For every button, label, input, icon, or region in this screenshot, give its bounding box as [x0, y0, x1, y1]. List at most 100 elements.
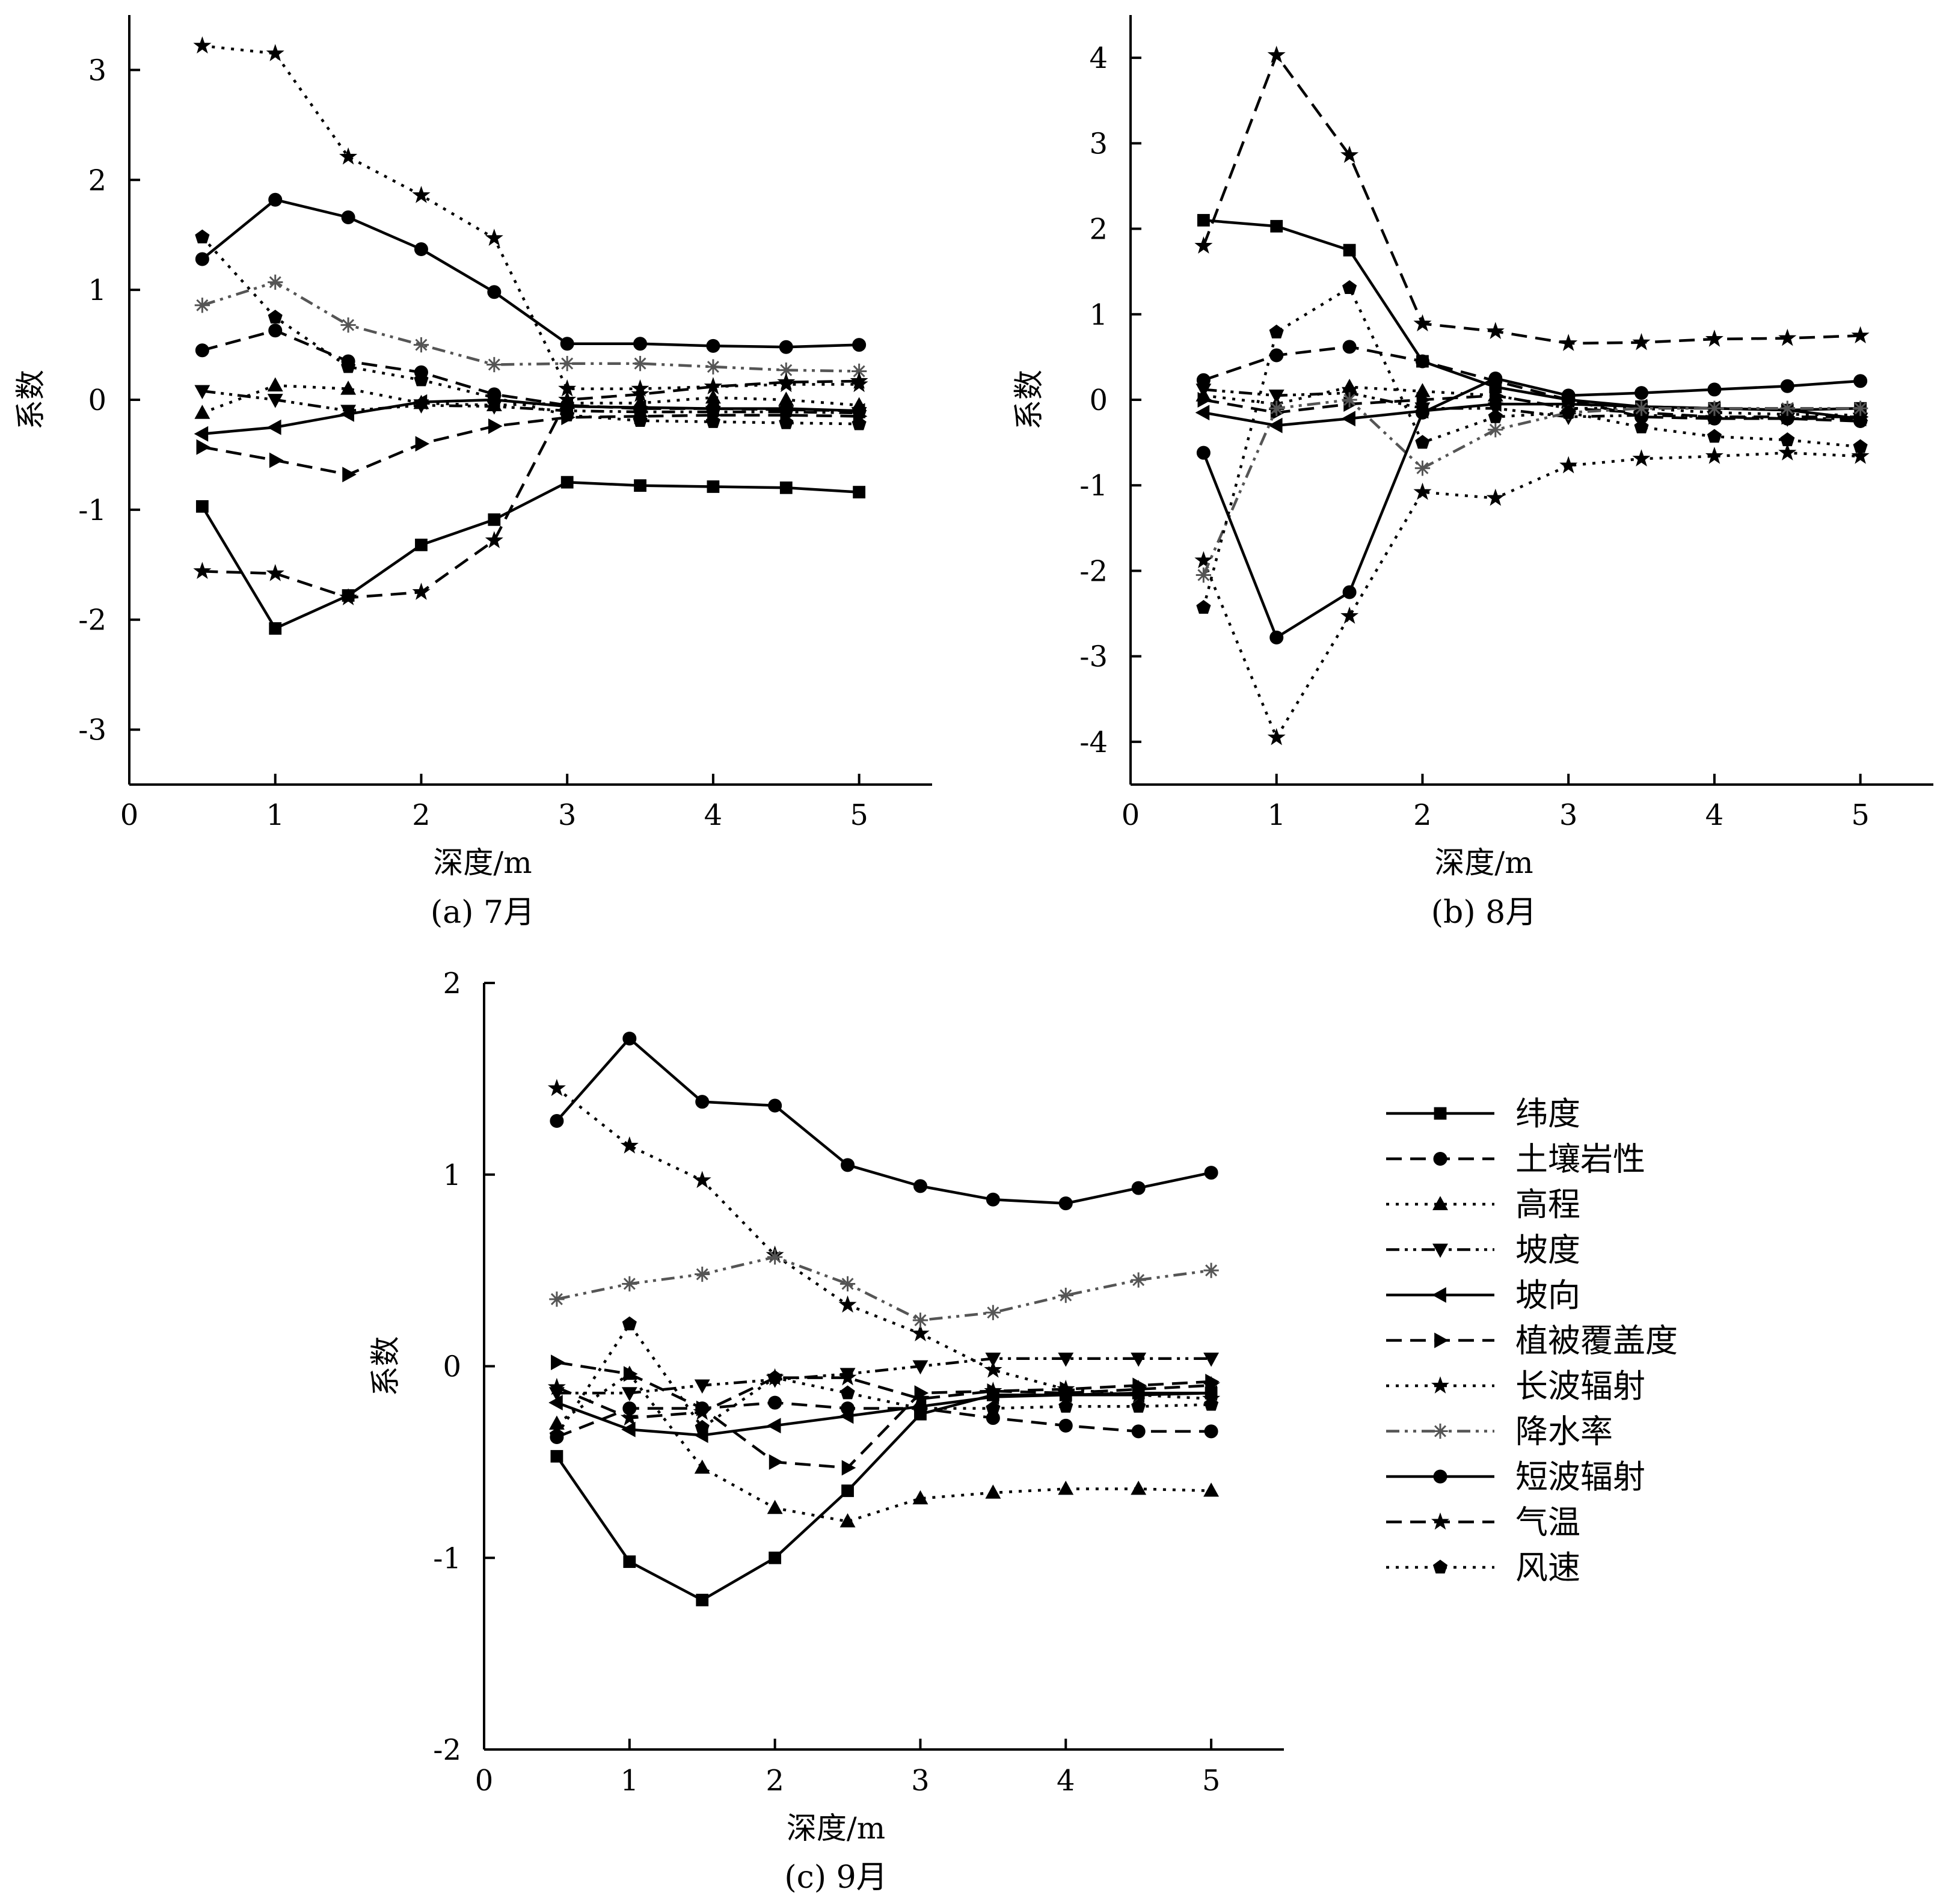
data-point-triangle-left	[1268, 417, 1283, 433]
y-tick-label: 0	[88, 384, 106, 417]
data-point-triangle-left	[194, 426, 209, 442]
series-8	[550, 1031, 1218, 1211]
y-tick-label: -4	[1079, 726, 1108, 759]
series-10	[195, 229, 867, 430]
data-point-pentagon	[1269, 324, 1284, 338]
data-point-asterisk	[1488, 422, 1503, 438]
y-tick-label: 0	[443, 1350, 461, 1384]
data-point-asterisk	[1203, 1263, 1219, 1278]
data-point-asterisk	[413, 337, 429, 353]
data-point-triangle-left	[1341, 411, 1355, 427]
series-7	[194, 274, 867, 379]
data-point-circle	[779, 340, 793, 354]
data-point-pentagon	[1196, 599, 1211, 614]
data-point-asterisk	[705, 359, 721, 375]
series-line	[1202, 398, 1861, 576]
data-point-star	[339, 588, 358, 605]
data-point-star	[1194, 236, 1213, 254]
series-line	[202, 44, 859, 390]
data-point-circle	[195, 252, 209, 266]
series-line	[556, 1361, 1212, 1469]
series-line	[556, 1037, 1212, 1205]
x-axis-label: 深度/m	[433, 845, 532, 880]
data-point-star	[984, 1382, 1002, 1399]
series-6	[547, 1079, 1221, 1407]
data-point-square	[550, 1449, 563, 1463]
data-point-circle	[1204, 1424, 1218, 1439]
data-point-triangle-right	[551, 1355, 565, 1371]
data-point-triangle-right	[488, 418, 503, 434]
data-point-circle	[414, 242, 428, 256]
data-point-asterisk	[1852, 400, 1868, 416]
y-tick-label: -2	[1079, 554, 1108, 588]
data-point-square	[1270, 219, 1283, 233]
data-point-circle	[1561, 388, 1576, 403]
legend-marker-square	[1434, 1107, 1447, 1120]
data-point-square	[415, 538, 428, 551]
data-point-star	[193, 562, 212, 580]
data-point-pentagon	[913, 1400, 928, 1415]
data-point-star	[1632, 332, 1651, 350]
data-point-square	[1197, 213, 1210, 227]
data-point-triangle-up	[1131, 1480, 1147, 1495]
data-point-star	[1413, 482, 1432, 500]
data-point-pentagon	[486, 390, 502, 404]
series-line	[1203, 388, 1861, 420]
data-point-triangle-left	[413, 394, 428, 410]
series-7	[1195, 392, 1868, 583]
data-point-circle	[852, 338, 867, 352]
legend-item: 坡度	[1386, 1231, 1580, 1269]
data-point-pentagon	[1707, 429, 1722, 443]
data-point-pentagon	[414, 372, 429, 387]
data-point-star	[1778, 443, 1797, 461]
legend-marker-star	[1431, 1376, 1450, 1394]
series-10	[1196, 280, 1868, 614]
data-point-pentagon	[1058, 1398, 1073, 1413]
data-point-star	[193, 36, 212, 54]
data-point-star	[1267, 45, 1286, 63]
data-point-asterisk	[559, 356, 575, 372]
legend-item: 植被覆盖度	[1386, 1322, 1678, 1360]
legend-marker-circle	[1433, 1469, 1447, 1484]
series-9	[547, 1368, 1221, 1426]
legend-marker-triangle-down	[1432, 1243, 1448, 1258]
series-line	[202, 379, 859, 599]
x-tick-label: 5	[850, 798, 868, 832]
x-axis-label: 深度/m	[1434, 845, 1533, 880]
data-point-asterisk	[1779, 400, 1795, 416]
data-point-star	[838, 1295, 857, 1313]
data-point-triangle-down	[694, 1379, 710, 1394]
data-point-circle	[841, 1158, 855, 1172]
data-point-star	[1486, 488, 1505, 506]
data-point-star	[558, 390, 577, 408]
data-point-triangle-left	[839, 1408, 854, 1424]
data-point-pentagon	[195, 229, 210, 243]
x-tick-label: 0	[475, 1764, 494, 1798]
data-point-square	[560, 476, 574, 489]
data-point-pentagon	[767, 1370, 782, 1384]
data-point-star	[547, 1079, 566, 1097]
x-tick-label: 1	[266, 798, 284, 832]
data-point-star	[547, 1377, 566, 1395]
series-8	[195, 192, 867, 354]
data-point-triangle-down	[912, 1360, 928, 1375]
series-line	[1202, 451, 1861, 739]
y-tick-label: 1	[88, 274, 106, 307]
data-point-star	[266, 44, 284, 61]
data-point-circle	[706, 338, 720, 353]
series-line	[201, 414, 859, 476]
series-line	[556, 1255, 1212, 1322]
x-tick-label: 2	[1413, 798, 1432, 832]
legend-label: 土壤岩性	[1515, 1140, 1645, 1178]
data-point-triangle-up	[1203, 1483, 1220, 1497]
series-1	[550, 1395, 1218, 1444]
data-point-pentagon	[1853, 439, 1868, 453]
data-point-pentagon	[986, 1400, 1001, 1415]
data-point-pentagon	[268, 310, 283, 324]
series-9	[1194, 45, 1870, 351]
data-point-star	[693, 1403, 711, 1420]
legend-label: 高程	[1515, 1186, 1580, 1223]
legend-item: 纬度	[1386, 1095, 1580, 1133]
data-point-triangle-up	[767, 1499, 783, 1514]
